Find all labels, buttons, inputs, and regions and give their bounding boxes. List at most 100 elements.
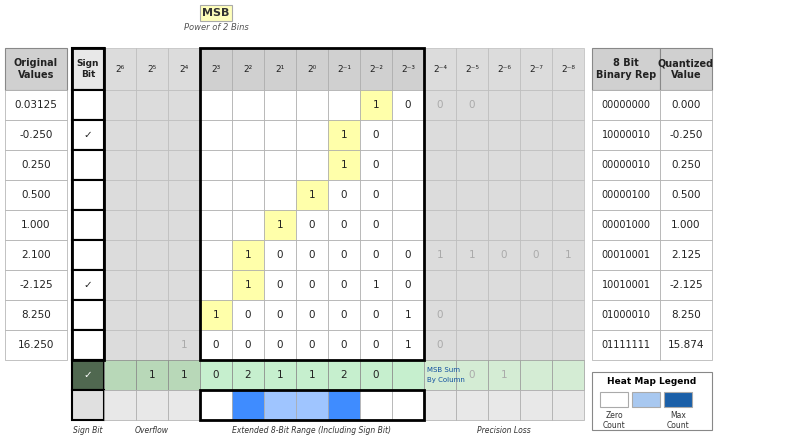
Bar <box>488 240 520 270</box>
Bar <box>328 270 360 300</box>
Bar <box>264 150 296 180</box>
Text: 0.500: 0.500 <box>21 190 51 200</box>
Bar <box>168 48 200 90</box>
Bar <box>200 360 232 390</box>
Bar <box>232 120 264 150</box>
Bar <box>360 48 392 90</box>
Text: 16.250: 16.250 <box>18 340 55 350</box>
Bar <box>232 150 264 180</box>
Bar <box>328 150 360 180</box>
Bar <box>424 180 456 210</box>
Bar <box>328 120 360 150</box>
Text: 2⁻⁵: 2⁻⁵ <box>465 65 479 73</box>
Bar <box>592 90 660 120</box>
Bar <box>552 150 584 180</box>
Text: MSB Sum: MSB Sum <box>427 367 460 373</box>
Text: -2.125: -2.125 <box>19 280 53 290</box>
Bar <box>72 210 104 240</box>
Bar <box>200 390 424 420</box>
Bar <box>200 180 232 210</box>
Text: 01111111: 01111111 <box>601 340 650 350</box>
Bar <box>392 210 424 240</box>
Bar <box>520 90 552 120</box>
Bar <box>488 300 520 330</box>
Bar <box>200 210 232 240</box>
Text: Heat Map Legend: Heat Map Legend <box>608 377 697 385</box>
Bar <box>520 150 552 180</box>
Bar <box>136 300 168 330</box>
Text: 0: 0 <box>245 310 251 320</box>
Bar <box>552 48 584 90</box>
Text: 0: 0 <box>276 340 284 350</box>
Text: Zero
Count: Zero Count <box>603 411 626 430</box>
Bar <box>200 48 424 360</box>
Bar <box>664 392 692 407</box>
Bar <box>296 150 328 180</box>
Bar <box>232 390 264 420</box>
Bar <box>200 330 232 360</box>
Bar <box>72 240 104 270</box>
Text: 0: 0 <box>501 250 507 260</box>
Text: Power of 2 Bins: Power of 2 Bins <box>183 22 248 32</box>
Bar <box>592 300 660 330</box>
Bar <box>360 120 392 150</box>
Bar <box>232 48 264 90</box>
Bar <box>296 270 328 300</box>
Text: 0: 0 <box>404 250 412 260</box>
Text: 00000010: 00000010 <box>601 160 650 170</box>
Bar <box>552 90 584 120</box>
Text: 15.874: 15.874 <box>668 340 704 350</box>
Bar <box>104 120 136 150</box>
Text: 0: 0 <box>245 340 251 350</box>
Text: 2⁻³: 2⁻³ <box>401 65 415 73</box>
Bar <box>488 210 520 240</box>
Bar <box>200 120 232 150</box>
Bar <box>5 120 67 150</box>
Bar <box>488 48 520 90</box>
Text: 2: 2 <box>340 370 348 380</box>
Bar <box>520 330 552 360</box>
Text: -2.125: -2.125 <box>669 280 703 290</box>
Text: 1: 1 <box>276 370 284 380</box>
Bar <box>392 240 424 270</box>
Text: 0: 0 <box>373 310 379 320</box>
Text: 0: 0 <box>340 190 348 200</box>
Bar <box>552 270 584 300</box>
Text: 1: 1 <box>309 370 315 380</box>
Text: 10000010: 10000010 <box>601 130 650 140</box>
Bar <box>232 240 264 270</box>
Bar <box>200 390 232 420</box>
Bar <box>168 210 200 240</box>
Bar <box>168 330 200 360</box>
Bar <box>104 240 136 270</box>
Bar <box>592 48 660 90</box>
Text: 0: 0 <box>404 280 412 290</box>
Bar <box>424 120 456 150</box>
Bar <box>552 390 584 420</box>
Bar <box>264 330 296 360</box>
Bar <box>424 390 456 420</box>
Text: 0: 0 <box>373 220 379 230</box>
Bar <box>660 270 712 300</box>
Bar <box>328 48 360 90</box>
Text: 1: 1 <box>468 250 476 260</box>
Text: 2: 2 <box>245 370 251 380</box>
Bar <box>264 120 296 150</box>
Bar <box>552 180 584 210</box>
Bar <box>296 120 328 150</box>
Bar <box>552 300 584 330</box>
Bar <box>660 48 712 90</box>
Bar <box>456 360 488 390</box>
Bar <box>136 90 168 120</box>
Text: 0: 0 <box>213 340 220 350</box>
Bar <box>392 90 424 120</box>
Bar <box>5 150 67 180</box>
Bar <box>392 150 424 180</box>
Bar <box>424 270 456 300</box>
Bar <box>104 180 136 210</box>
Bar <box>660 330 712 360</box>
Text: 0: 0 <box>373 340 379 350</box>
Bar <box>424 210 456 240</box>
Text: -0.250: -0.250 <box>669 130 702 140</box>
Text: Sign
Bit: Sign Bit <box>77 59 100 79</box>
